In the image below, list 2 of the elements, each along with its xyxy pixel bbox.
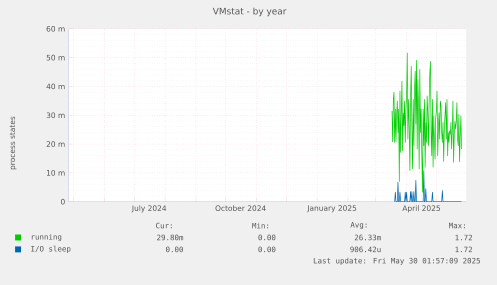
chart-title: VMstat - by year — [212, 8, 286, 16]
line-series — [392, 52, 462, 192]
